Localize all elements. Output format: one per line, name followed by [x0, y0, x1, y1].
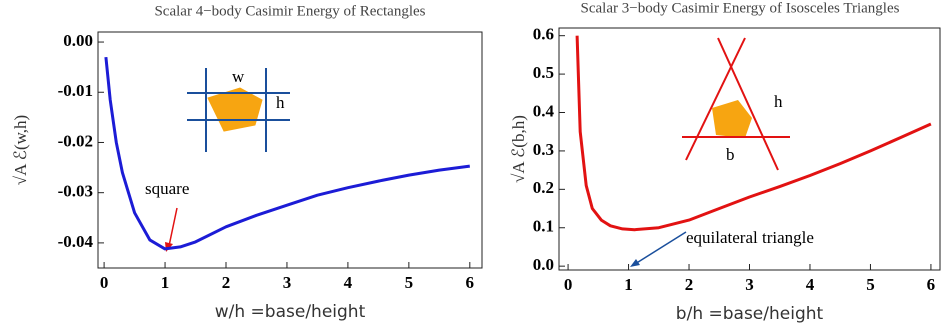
arrows — [165, 207, 687, 267]
inset-triangle — [682, 37, 790, 171]
x-tick-label: 3 — [283, 273, 292, 292]
y-tick-label: 0.3 — [533, 140, 554, 159]
annotation: square — [145, 179, 189, 198]
inset-rectangles — [187, 68, 290, 152]
annotation: h — [774, 92, 783, 111]
y-axis-label: √A ℰ(w,h) — [11, 115, 30, 185]
y-tick-label: 0.4 — [533, 101, 555, 120]
y-tick-label: 0.00 — [63, 31, 93, 50]
y-tick-label: -0.04 — [58, 232, 94, 251]
x-tick-label: 4 — [344, 273, 353, 292]
annotation: equilateral triangle — [686, 228, 814, 247]
x-tick-label: 0 — [100, 273, 109, 292]
x-tick-label: 6 — [466, 273, 475, 292]
y-tick-label: 0.2 — [533, 178, 554, 197]
annotation: b — [726, 145, 735, 164]
curve — [104, 56, 470, 251]
y-tick-label: 0.1 — [533, 217, 554, 236]
y-tick-label: -0.01 — [58, 81, 93, 100]
y-tick-label: 0.0 — [533, 255, 554, 274]
y-axis-label: √A ℰ(b,h) — [509, 115, 528, 183]
chart-title: Scalar 3−body Casimir Energy of Isoscele… — [581, 0, 900, 16]
x-tick-label: 0 — [564, 275, 573, 294]
y-tick-label: 0.6 — [533, 25, 554, 44]
x-axis-label: b/h =base/height — [676, 304, 824, 324]
x-tick-label: 2 — [685, 275, 694, 294]
x-tick-label: 4 — [806, 275, 815, 294]
y-tick-label: -0.03 — [58, 182, 93, 201]
y-tick-label: 0.5 — [533, 63, 554, 82]
x-axis-label: w/h =base/height — [215, 302, 366, 322]
x-tick-label: 6 — [927, 275, 936, 294]
annotation: w — [232, 67, 245, 86]
x-tick-label: 3 — [745, 275, 754, 294]
x-tick-label: 5 — [866, 275, 875, 294]
x-tick-label: 5 — [405, 273, 414, 292]
x-tick-label: 2 — [222, 273, 231, 292]
x-tick-label: 1 — [624, 275, 633, 294]
curve — [575, 35, 932, 232]
chart-title: Scalar 4−body Casimir Energy of Rectangl… — [154, 3, 425, 19]
plot-frame — [97, 31, 483, 269]
y-tick-label: -0.02 — [58, 131, 93, 150]
x-tick-label: 1 — [161, 273, 170, 292]
annotation: h — [276, 93, 285, 112]
